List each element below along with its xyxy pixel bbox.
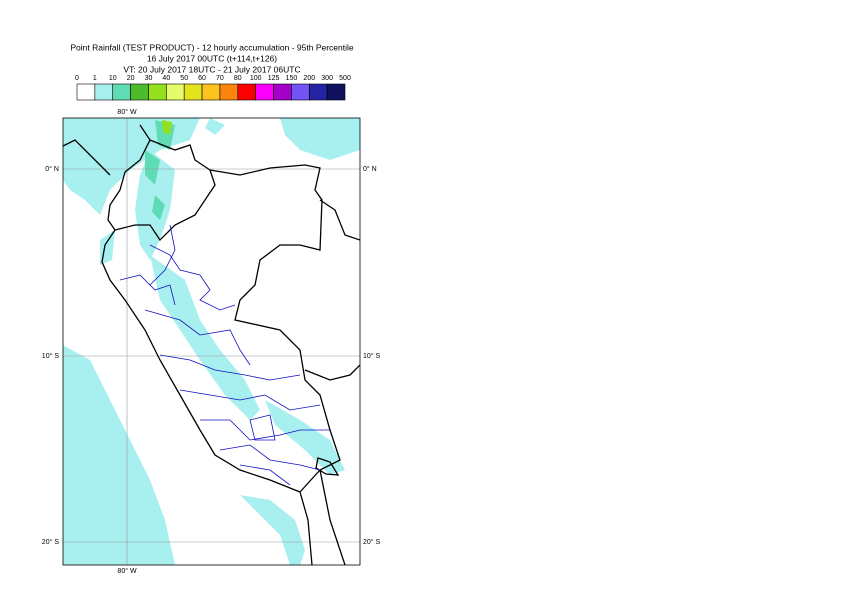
legend-swatch [237, 83, 256, 101]
title-line: 16 July 2017 00UTC (t+114,t+126) [147, 53, 277, 63]
legend-swatch [112, 83, 131, 101]
legend-label: 80 [234, 75, 242, 82]
legend-label: 10 [109, 75, 117, 82]
legend-label: 50 [180, 75, 188, 82]
legend-swatch [326, 83, 346, 101]
legend-swatch [166, 83, 185, 101]
legend-label: 100 [250, 75, 262, 82]
legend-label: 150 [286, 75, 298, 82]
lat-label: 10° S [42, 352, 60, 360]
legend-swatch [148, 83, 167, 101]
lat-label: 20° S [363, 538, 381, 546]
legend-label: 70 [216, 75, 224, 82]
legend-label: 60 [198, 75, 206, 82]
legend-swatch [94, 83, 114, 101]
lat-label: 10° S [363, 352, 381, 360]
legend-label: 300 [321, 75, 333, 82]
legend: 0 1 10 20 30 40 50 60 70 80 100 125 150 200 300 500 [75, 75, 351, 101]
legend-swatch [255, 83, 274, 101]
rain-area-peak [162, 120, 172, 135]
legend-label: 30 [145, 75, 153, 82]
legend-swatch [308, 83, 328, 101]
title-line: Point Rainfall (TEST PRODUCT) - 12 hourl… [70, 42, 354, 52]
legend-swatch [183, 83, 203, 101]
legend-swatch [291, 83, 310, 101]
borders [63, 124, 360, 565]
lon-label: 80° W [117, 567, 137, 575]
lat-label: 20° S [42, 538, 60, 546]
legend-swatch [76, 83, 96, 101]
rain-area [63, 118, 360, 565]
lat-label: 0° N [45, 165, 59, 173]
legend-label: 20 [127, 75, 135, 82]
legend-swatch [273, 83, 292, 101]
legend-swatch [201, 83, 221, 101]
legend-label: 40 [162, 75, 170, 82]
lon-label: 80° W [117, 108, 137, 116]
legend-swatch [130, 83, 149, 101]
map-frame [62, 117, 361, 566]
legend-swatch [219, 83, 239, 101]
legend-label: 0 [75, 75, 79, 82]
lat-label: 0° N [363, 165, 377, 173]
legend-label: 200 [303, 75, 315, 82]
legend-label: 125 [268, 75, 280, 82]
legend-label: 1 [93, 75, 97, 82]
title-line: VT: 20 July 2017 18UTC - 21 July 2017 06… [123, 64, 300, 74]
legend-label: 500 [339, 75, 351, 82]
regions [119, 224, 330, 486]
map: 80° W 80° W 0° N 0° N 10° S 10° S 20° S … [42, 108, 381, 575]
